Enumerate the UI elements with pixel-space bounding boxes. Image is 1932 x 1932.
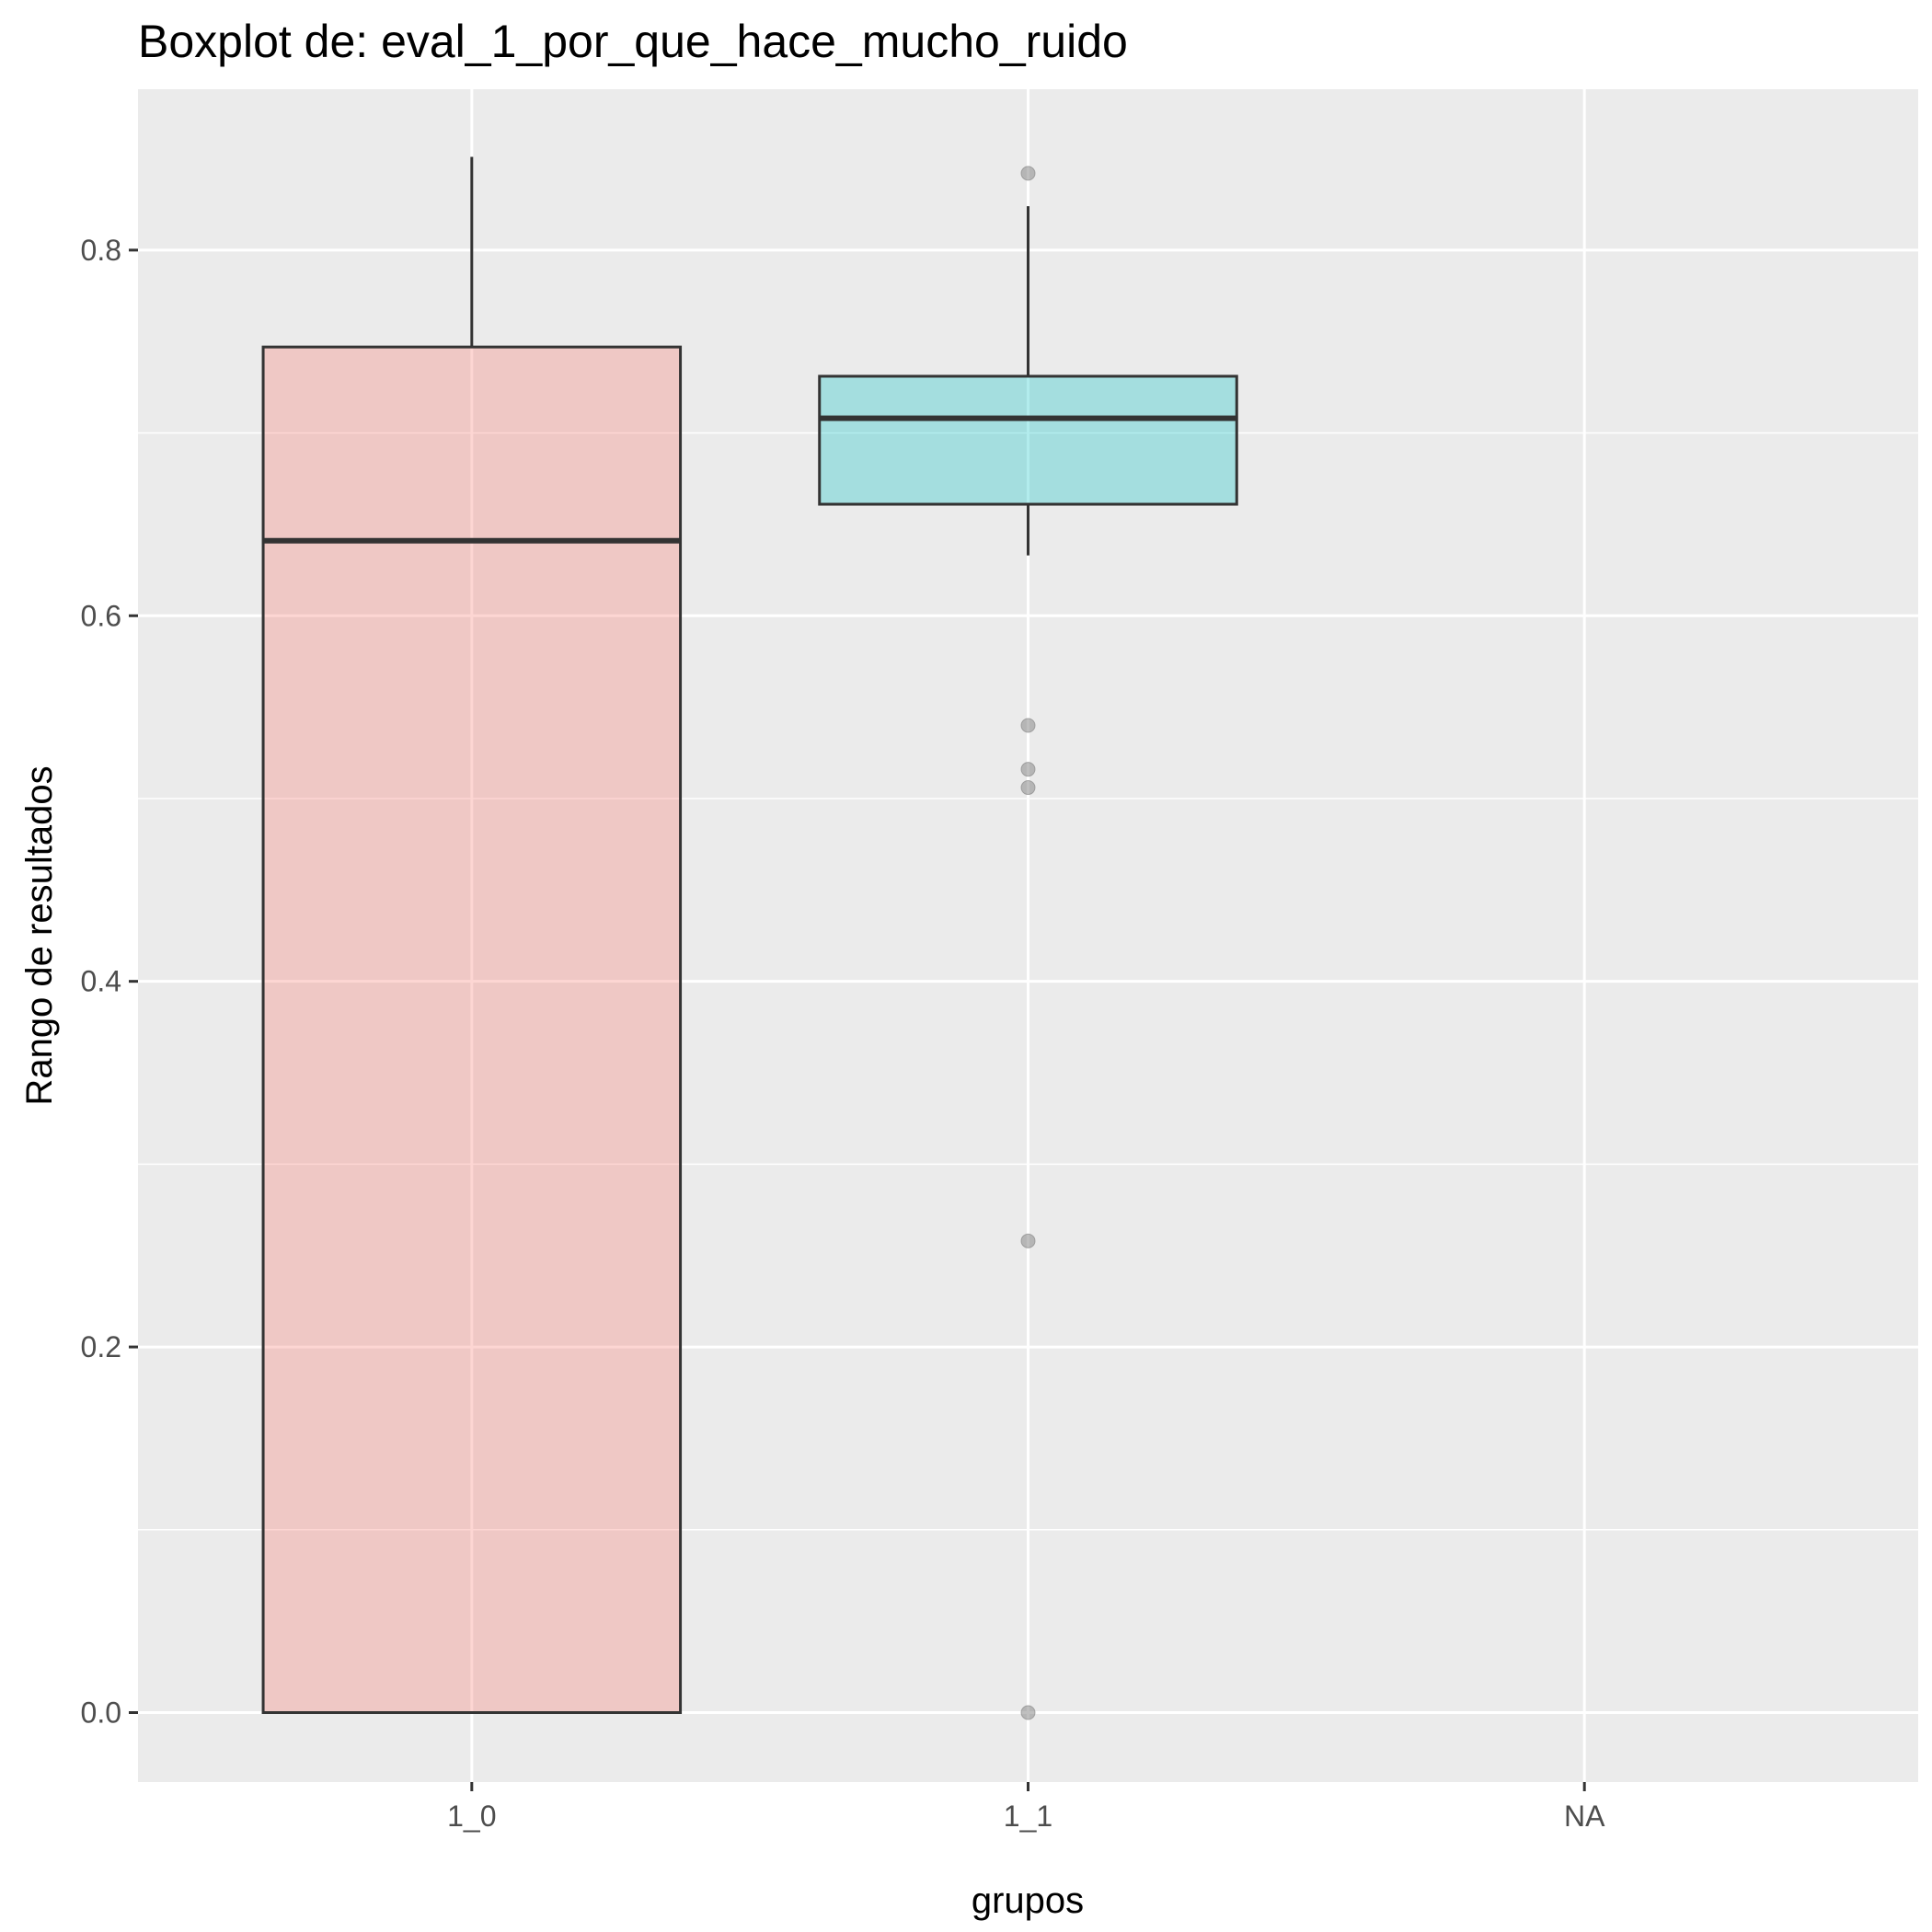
axes: 0.0 0.2 0.4 0.6 0.8 1_0 1_1 NA <box>81 234 1606 1833</box>
outlier-point <box>1020 1705 1036 1720</box>
outlier-point <box>1020 780 1036 796</box>
box-body <box>818 374 1238 506</box>
box-1_0 <box>261 156 683 1714</box>
outlier-point <box>1020 718 1036 733</box>
chart-title: Boxplot de: eval_1_por_que_hace_mucho_ru… <box>138 16 1128 67</box>
box-body <box>261 345 683 1714</box>
y-axis-title: Rango de resultados <box>19 765 60 1105</box>
y-tick-label: 0.8 <box>81 234 121 267</box>
outlier-point <box>1020 762 1036 777</box>
y-tick-label: 0.0 <box>81 1696 121 1729</box>
x-tick-label: NA <box>1564 1800 1605 1833</box>
outlier-point <box>1020 166 1036 181</box>
outlier-point <box>1020 1233 1036 1248</box>
grid-lines <box>138 89 1918 1782</box>
x-tick-label: 1_0 <box>447 1800 496 1833</box>
y-tick-label: 0.6 <box>81 599 121 632</box>
y-tick-label: 0.4 <box>81 965 121 998</box>
y-tick-label: 0.2 <box>81 1330 121 1363</box>
boxes <box>261 156 1238 1720</box>
box-1_1 <box>818 166 1238 1720</box>
x-tick-label: 1_1 <box>1004 1800 1052 1833</box>
x-axis-title: grupos <box>972 1880 1084 1921</box>
